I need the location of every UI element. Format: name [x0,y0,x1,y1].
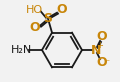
Text: S: S [43,12,53,25]
Text: O: O [97,56,107,70]
Text: O: O [57,3,67,16]
Text: ⁻: ⁻ [104,58,110,68]
Text: HO: HO [25,5,43,15]
Text: +: + [97,41,103,51]
Text: N: N [91,43,101,56]
Text: O: O [97,31,107,43]
Text: O: O [30,21,40,34]
Text: H₂N: H₂N [11,45,33,55]
